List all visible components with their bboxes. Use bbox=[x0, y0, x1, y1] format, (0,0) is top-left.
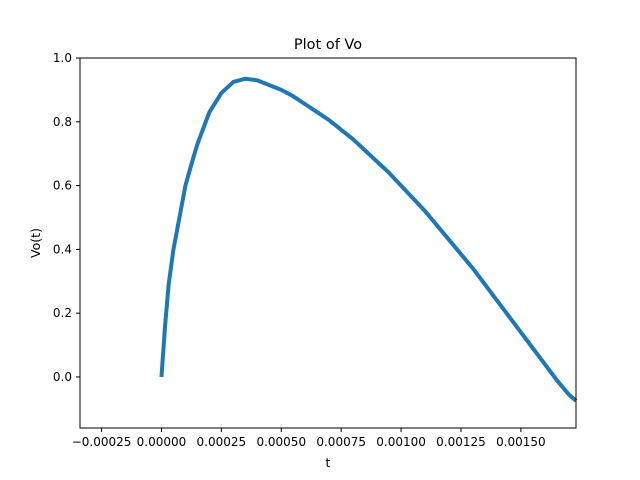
x-tick-label: 0.00150 bbox=[496, 435, 546, 449]
y-tick-label: 1.0 bbox=[53, 51, 72, 65]
y-tick-label: 0.4 bbox=[53, 242, 72, 256]
y-tick-label: 0.6 bbox=[53, 179, 72, 193]
x-tick-label: 0.00025 bbox=[197, 435, 247, 449]
plot-area bbox=[80, 58, 576, 428]
x-tick-label: 0.00125 bbox=[436, 435, 486, 449]
x-tick-label: 0.00075 bbox=[316, 435, 366, 449]
series-layer bbox=[159, 76, 578, 403]
y-axis-label: Vo(t) bbox=[28, 228, 43, 258]
vo-series-line bbox=[159, 76, 578, 403]
x-tick-label: 0.00000 bbox=[137, 435, 187, 449]
x-tick-label: 0.00100 bbox=[376, 435, 426, 449]
y-tick-label: 0.2 bbox=[53, 306, 72, 320]
chart-title: Plot of Vo bbox=[294, 37, 362, 53]
y-tick-label: 0.8 bbox=[53, 115, 72, 129]
x-axis-ticks: −0.00025 0.00000 0.00025 0.00050 0.00075 0.00… bbox=[72, 428, 546, 449]
x-axis-label: t bbox=[326, 455, 331, 470]
y-tick-label: 0.0 bbox=[53, 370, 72, 384]
x-tick-label: 0.00050 bbox=[256, 435, 306, 449]
y-axis-ticks: 0.0 0.2 0.4 0.6 0.8 1.0 bbox=[53, 51, 80, 384]
axes-frame bbox=[79, 57, 577, 429]
x-tick-label: −0.00025 bbox=[72, 435, 132, 449]
